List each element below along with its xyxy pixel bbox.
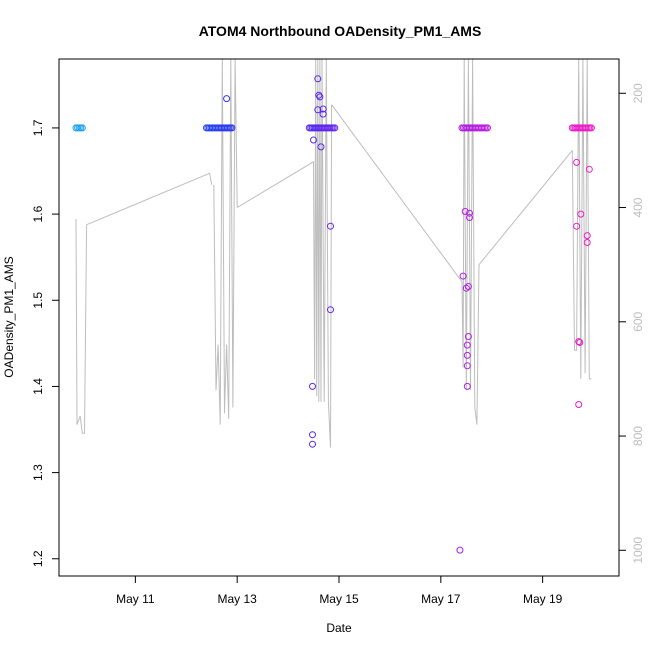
data-point [573,158,581,166]
chart-title: ATOM4 Northbound OADensity_PM1_AMS [199,23,482,39]
data-point [309,440,316,448]
data-point [575,401,583,408]
y2-tick-label: 1000 [631,537,645,564]
cluster-point [331,124,339,132]
cluster-point [228,124,236,132]
line-segment-2 [213,59,238,425]
x-axis-label: Date [326,621,352,635]
data-point [463,341,471,349]
data-point [317,143,325,151]
data-point [463,382,471,390]
x-tick-label: May 15 [319,592,359,606]
data-point [575,338,583,346]
data-point [463,351,471,359]
y2-tick-label: 200 [631,83,645,103]
x-tick-label: May 19 [523,592,563,606]
data-point [327,222,334,230]
y-tick-label: 1.2 [31,550,45,567]
x-tick-label: May 13 [218,592,258,606]
y2-axis: 200 400 600 800 1000 [618,83,645,564]
data-point [466,214,473,221]
data-point [327,306,334,314]
data-point [309,431,316,439]
data-point [310,136,317,144]
data-point [583,232,591,240]
y-axis: 1.2 1.3 1.4 1.5 1.6 1.7 [31,119,60,567]
y2-tick-label: 400 [631,197,645,217]
y2-tick-label: 600 [631,311,645,331]
y-tick-label: 1.4 [31,378,45,395]
line-segment-5 [571,59,592,380]
data-point [576,339,584,346]
data-point [319,110,327,118]
data-point [309,382,316,390]
data-point [456,546,464,554]
data-point [319,105,327,113]
density-point-series [72,75,595,554]
data-point [462,284,470,292]
cluster-point [587,124,595,132]
x-tick-label: May 17 [421,592,461,606]
y-tick-label: 1.3 [31,464,45,481]
data-point [573,222,581,230]
line-segment-3 [236,59,333,448]
data-point [466,209,473,217]
data-point [583,239,591,246]
line-segment-1 [75,172,213,434]
cluster-point [78,124,86,132]
y-tick-label: 1.6 [31,205,45,222]
data-point [316,93,324,101]
data-point [577,210,585,218]
data-point [464,283,472,290]
data-point [314,106,322,114]
data-point [223,95,231,103]
data-point [459,272,467,280]
plot-frame [58,58,620,577]
density-line-series [75,59,592,448]
y2-tick-label: 800 [631,426,645,446]
data-point [585,165,593,173]
cluster-point [484,124,491,132]
y-tick-label: 1.5 [31,292,45,309]
data-point [314,75,322,83]
data-point [464,333,472,340]
x-tick-label: May 11 [116,592,155,606]
data-point [463,362,471,370]
y-axis-label: OADensity_PM1_AMS [2,256,16,377]
y-tick-label: 1.7 [31,119,45,136]
x-axis: May 11 May 13 May 15 May 17 May 19 [116,575,563,606]
data-point [315,91,323,99]
line-segment-4 [331,59,573,425]
data-point [461,208,469,215]
